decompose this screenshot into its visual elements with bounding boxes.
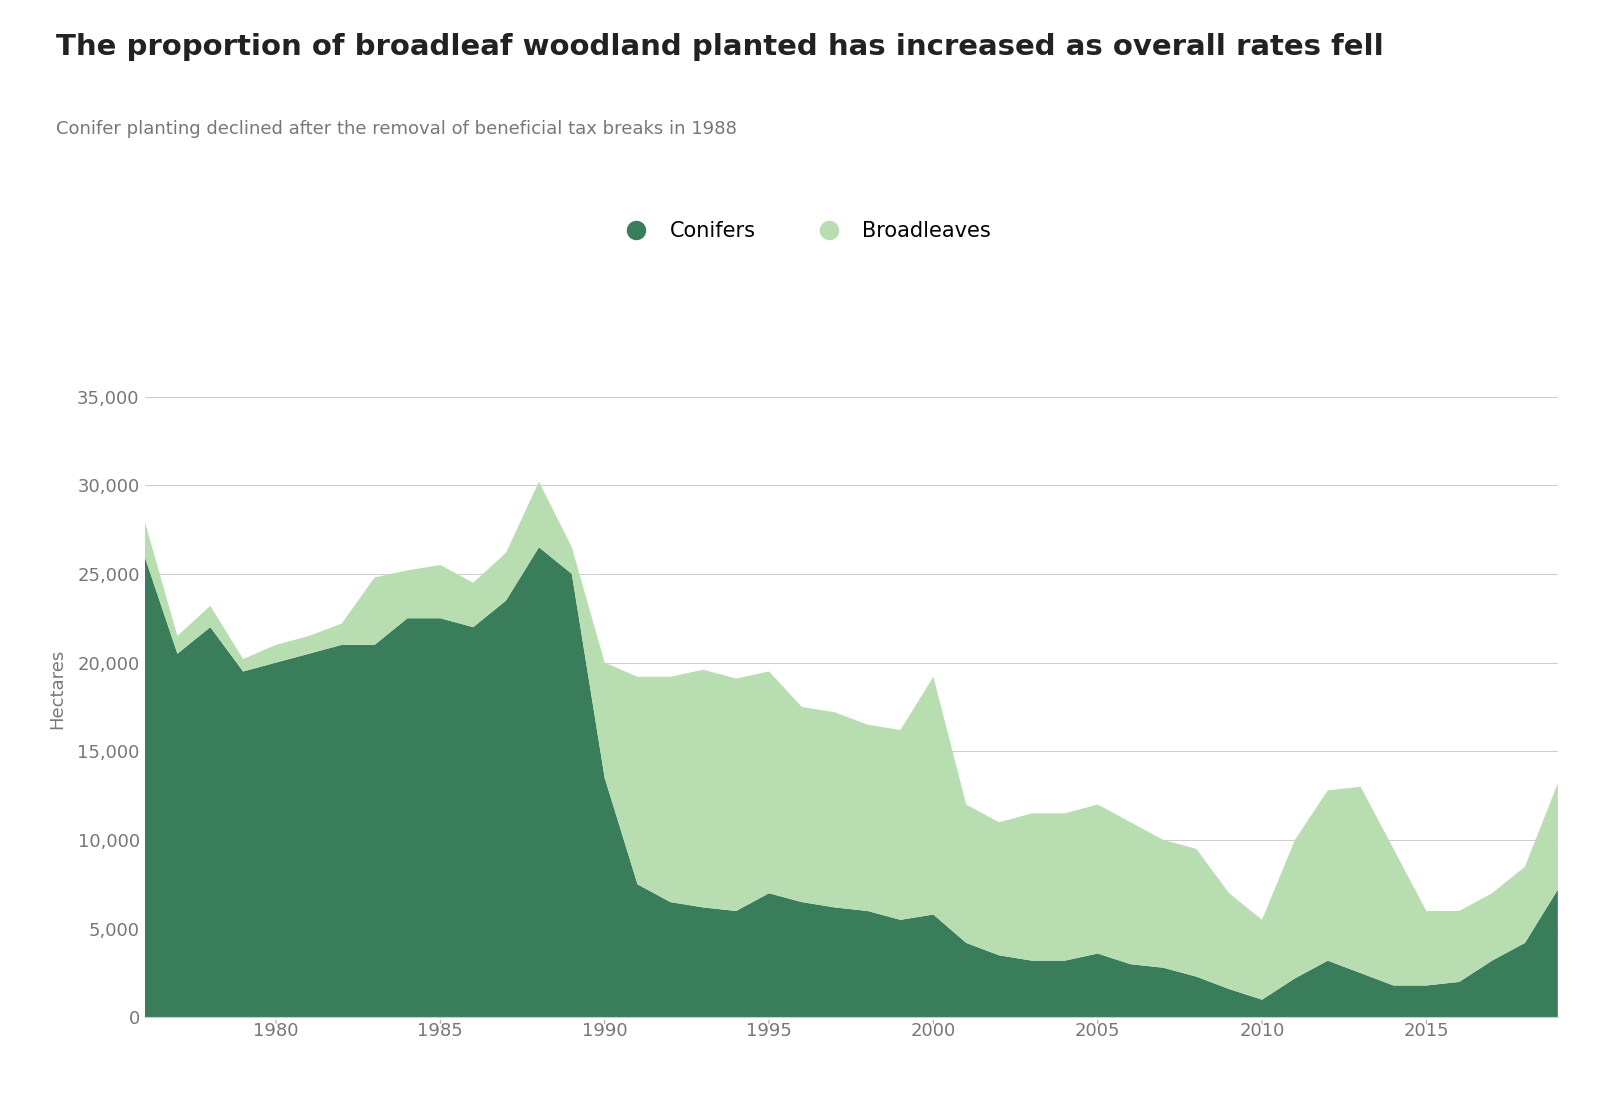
Y-axis label: Hectares: Hectares	[48, 649, 66, 730]
Text: Conifer planting declined after the removal of beneficial tax breaks in 1988: Conifer planting declined after the remo…	[56, 120, 737, 138]
Legend: Conifers, Broadleaves: Conifers, Broadleaves	[607, 213, 998, 249]
Text: The proportion of broadleaf woodland planted has increased as overall rates fell: The proportion of broadleaf woodland pla…	[56, 33, 1384, 61]
